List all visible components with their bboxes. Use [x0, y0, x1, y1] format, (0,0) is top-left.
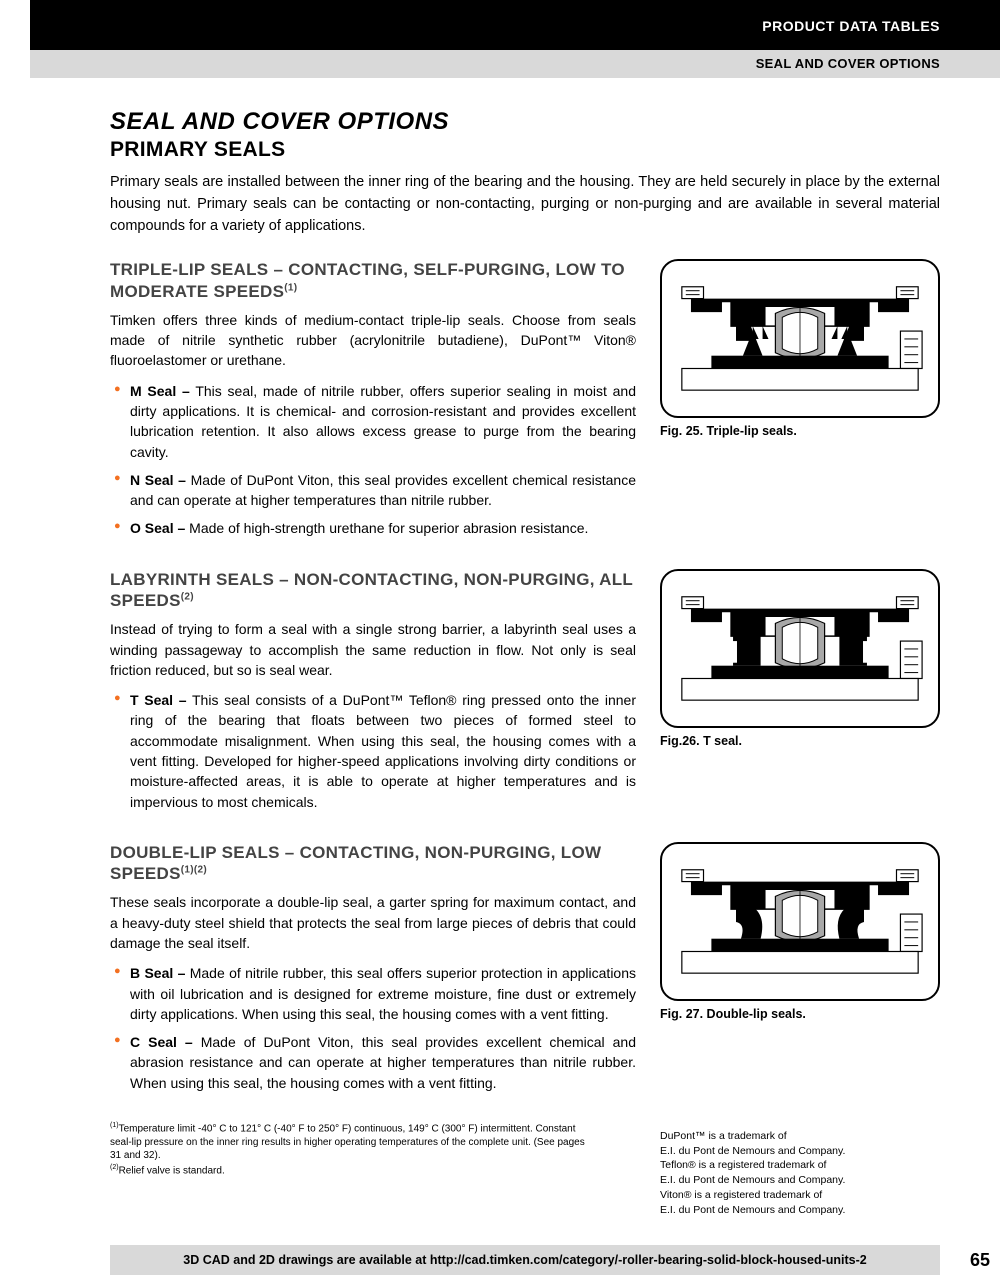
- bullet-item: M Seal – This seal, made of nitrile rubb…: [110, 381, 636, 462]
- page: PRODUCT DATA TABLES SEAL AND COVER OPTIO…: [0, 0, 1000, 1280]
- section-body: These seals incorporate a double-lip sea…: [110, 892, 636, 953]
- section-left: DOUBLE-LIP SEALS – CONTACTING, NON-PURGI…: [110, 842, 636, 1101]
- bullet-item: C Seal – Made of DuPont Viton, this seal…: [110, 1032, 636, 1093]
- section-right: Fig. 25. Triple-lip seals.: [660, 259, 940, 546]
- section-left: LABYRINTH SEALS – NON-CONTACTING, NON-PU…: [110, 569, 636, 820]
- footnotes: (1)Temperature limit -40° C to 121° C (-…: [110, 1121, 636, 1178]
- bullet-list: B Seal – Made of nitrile rubber, this se…: [110, 963, 636, 1093]
- page-subtitle: PRIMARY SEALS: [110, 138, 940, 162]
- section-right: Fig.26. T seal.: [660, 569, 940, 820]
- bullet-list: M Seal – This seal, made of nitrile rubb…: [110, 381, 636, 539]
- page-number: 65: [970, 1250, 990, 1271]
- bullet-item: N Seal – Made of DuPont Viton, this seal…: [110, 470, 636, 511]
- sections: TRIPLE-LIP SEALS – CONTACTING, SELF-PURG…: [110, 259, 940, 1101]
- footer-text: 3D CAD and 2D drawings are available at …: [183, 1253, 866, 1267]
- section-body: Instead of trying to form a seal with a …: [110, 619, 636, 680]
- footnote-1: Temperature limit -40° C to 121° C (-40°…: [110, 1123, 585, 1161]
- page-title: SEAL AND COVER OPTIONS: [110, 108, 940, 136]
- figure-caption: Fig. 27. Double-lip seals.: [660, 1007, 940, 1021]
- bullet-item: B Seal – Made of nitrile rubber, this se…: [110, 963, 636, 1024]
- header-line1: PRODUCT DATA TABLES: [762, 18, 940, 34]
- footnote-1-sup: (1): [110, 1122, 119, 1129]
- header-black-bar: PRODUCT DATA TABLES: [0, 0, 1000, 50]
- section: DOUBLE-LIP SEALS – CONTACTING, NON-PURGI…: [110, 842, 940, 1101]
- section: LABYRINTH SEALS – NON-CONTACTING, NON-PU…: [110, 569, 940, 820]
- left-tab: [0, 0, 30, 78]
- content: SEAL AND COVER OPTIONS PRIMARY SEALS Pri…: [0, 78, 1000, 1227]
- figure-box: [660, 569, 940, 728]
- figure-box: [660, 842, 940, 1001]
- footnote-2-sup: (2): [110, 1164, 119, 1171]
- footnote-2: Relief valve is standard.: [119, 1165, 225, 1176]
- header-gray-bar: SEAL AND COVER OPTIONS: [0, 50, 1000, 78]
- seal-diagram: [672, 271, 928, 401]
- bullet-item: O Seal – Made of high-strength urethane …: [110, 518, 636, 538]
- section-heading: DOUBLE-LIP SEALS – CONTACTING, NON-PURGI…: [110, 842, 636, 885]
- figure-caption: Fig.26. T seal.: [660, 734, 940, 748]
- trademark-note: DuPont™ is a trademark ofE.I. du Pont de…: [660, 1129, 940, 1217]
- header-line2: SEAL AND COVER OPTIONS: [756, 56, 940, 71]
- section-heading: TRIPLE-LIP SEALS – CONTACTING, SELF-PURG…: [110, 259, 636, 302]
- figure-caption: Fig. 25. Triple-lip seals.: [660, 424, 940, 438]
- footer-bar: 3D CAD and 2D drawings are available at …: [110, 1245, 940, 1275]
- figure-box: [660, 259, 940, 418]
- bullet-list: T Seal – This seal consists of a DuPont™…: [110, 690, 636, 812]
- section-right: Fig. 27. Double-lip seals.: [660, 842, 940, 1101]
- seal-diagram: [672, 581, 928, 711]
- section-body: Timken offers three kinds of medium-cont…: [110, 310, 636, 371]
- section-left: TRIPLE-LIP SEALS – CONTACTING, SELF-PURG…: [110, 259, 636, 546]
- bullet-item: T Seal – This seal consists of a DuPont™…: [110, 690, 636, 812]
- section-heading: LABYRINTH SEALS – NON-CONTACTING, NON-PU…: [110, 569, 636, 612]
- intro-text: Primary seals are installed between the …: [110, 172, 940, 237]
- seal-diagram: [672, 854, 928, 984]
- section: TRIPLE-LIP SEALS – CONTACTING, SELF-PURG…: [110, 259, 940, 546]
